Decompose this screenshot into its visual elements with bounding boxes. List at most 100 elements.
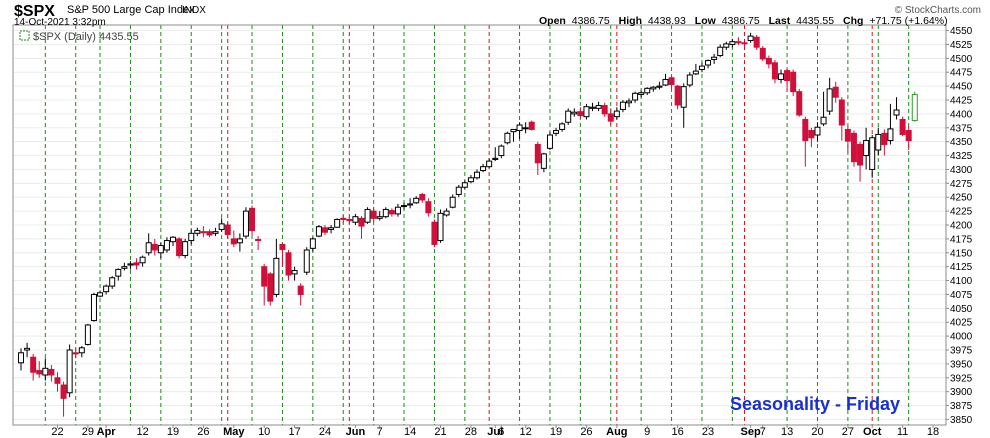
candle-body: [437, 212, 444, 242]
candle-body: [619, 101, 626, 110]
candle-body: [881, 132, 888, 145]
candle-body: [115, 268, 122, 277]
y-tick-label: 4275: [950, 179, 973, 190]
x-tick-label: Jun: [346, 426, 366, 438]
x-tick-label: 14: [404, 426, 416, 438]
candle-body: [443, 210, 450, 216]
x-tick-label: 22: [51, 426, 63, 438]
candle-body: [723, 43, 730, 48]
candle-body: [309, 238, 316, 249]
candle-body: [334, 218, 341, 228]
candle-body: [893, 109, 900, 116]
candle-body: [127, 263, 134, 266]
last-label: Last: [769, 15, 791, 27]
candle-body: [729, 41, 736, 45]
low-label: Low: [695, 15, 717, 27]
candle-body: [747, 35, 754, 42]
candle-body: [78, 347, 85, 354]
seasonality-annotation: Seasonality - Friday: [730, 394, 900, 414]
y-tick-label: 4200: [950, 221, 973, 232]
candle-body: [370, 210, 377, 219]
candle-body: [668, 77, 675, 85]
last-value: 4435.55: [796, 15, 834, 27]
candle-body: [145, 242, 152, 254]
candle-body: [352, 216, 359, 223]
candle-body: [425, 201, 432, 214]
candle-body: [328, 227, 335, 230]
x-tick-label: 12: [520, 426, 532, 438]
candle-body: [358, 217, 365, 227]
candle-body: [218, 223, 225, 230]
candle-body: [224, 224, 231, 235]
candle-body: [808, 130, 815, 139]
candle-body: [850, 132, 857, 163]
x-tick-label: 26: [580, 426, 592, 438]
candle-body: [638, 92, 645, 95]
candle-body: [504, 132, 511, 144]
y-tick-label: 3975: [950, 346, 973, 357]
x-tick-label: Aug: [606, 426, 627, 438]
candle-body: [577, 111, 584, 117]
candle-body: [303, 249, 310, 273]
watermark: © StockCharts.com: [895, 5, 981, 16]
candle-body: [820, 116, 827, 125]
candle-body: [778, 73, 784, 80]
x-tick-label: 26: [197, 426, 209, 438]
candle-body: [109, 277, 116, 287]
x-tick-label: 16: [672, 426, 684, 438]
candle-body: [832, 86, 839, 98]
y-tick-label: 4250: [950, 193, 973, 204]
y-tick-label: 4025: [950, 318, 973, 329]
candle-body: [103, 285, 110, 293]
y-tick-label: 4125: [950, 262, 973, 273]
candle-body: [170, 236, 176, 243]
candle-body: [249, 207, 256, 232]
y-tick-label: 4225: [950, 207, 973, 218]
candle-body: [24, 347, 31, 351]
candle-body: [480, 166, 487, 172]
y-axis: 3850 3875 3900 3925 3950 3975 4000 4025 4050 4075…: [946, 26, 973, 426]
candle-body: [230, 238, 237, 245]
candle-body: [273, 257, 280, 295]
x-tick-label: Apr: [97, 426, 117, 438]
x-tick-label: 23: [702, 426, 714, 438]
candle-body: [899, 118, 906, 135]
candle-body: [698, 65, 705, 70]
candle-body: [163, 240, 170, 251]
candle-body: [650, 86, 657, 90]
x-tick-label: 18: [927, 426, 939, 438]
candle-body: [407, 203, 414, 206]
candle-body: [571, 111, 578, 115]
candle-body: [875, 133, 882, 151]
x-tick-label: 27: [842, 426, 854, 438]
candle-body: [297, 285, 304, 295]
y-tick-label: 4100: [950, 276, 973, 287]
candle-body: [765, 57, 772, 65]
candle-body: [413, 197, 420, 204]
y-tick-label: 3900: [950, 387, 973, 398]
legend-label: $SPX (Daily) 4435.55: [33, 31, 139, 43]
x-tick-label: 20: [811, 426, 823, 438]
candle-body: [522, 127, 529, 130]
x-tick-label: 29: [82, 426, 94, 438]
candle-body: [449, 196, 456, 208]
candle-body: [632, 92, 639, 101]
y-tick-label: 4425: [950, 96, 973, 107]
y-tick-label: 4450: [950, 82, 973, 93]
candle-body: [48, 368, 55, 376]
candle-body: [467, 177, 474, 183]
y-tick-label: 4175: [950, 234, 973, 245]
candle-body: [771, 62, 778, 80]
candle-body: [121, 266, 128, 269]
y-tick-label: 4375: [950, 123, 973, 134]
candle-body: [291, 270, 298, 275]
date-label: 14-Oct-2021 3:32pm: [14, 17, 106, 28]
candle-body: [546, 134, 553, 149]
ohlc-readout: Open 4386.75 High 4438.93 Low 4386.75 La…: [539, 15, 948, 27]
candle-body: [516, 124, 523, 132]
x-tick-label: 12: [136, 426, 148, 438]
high-value: 4438.93: [648, 15, 686, 27]
candle-body: [255, 238, 262, 242]
